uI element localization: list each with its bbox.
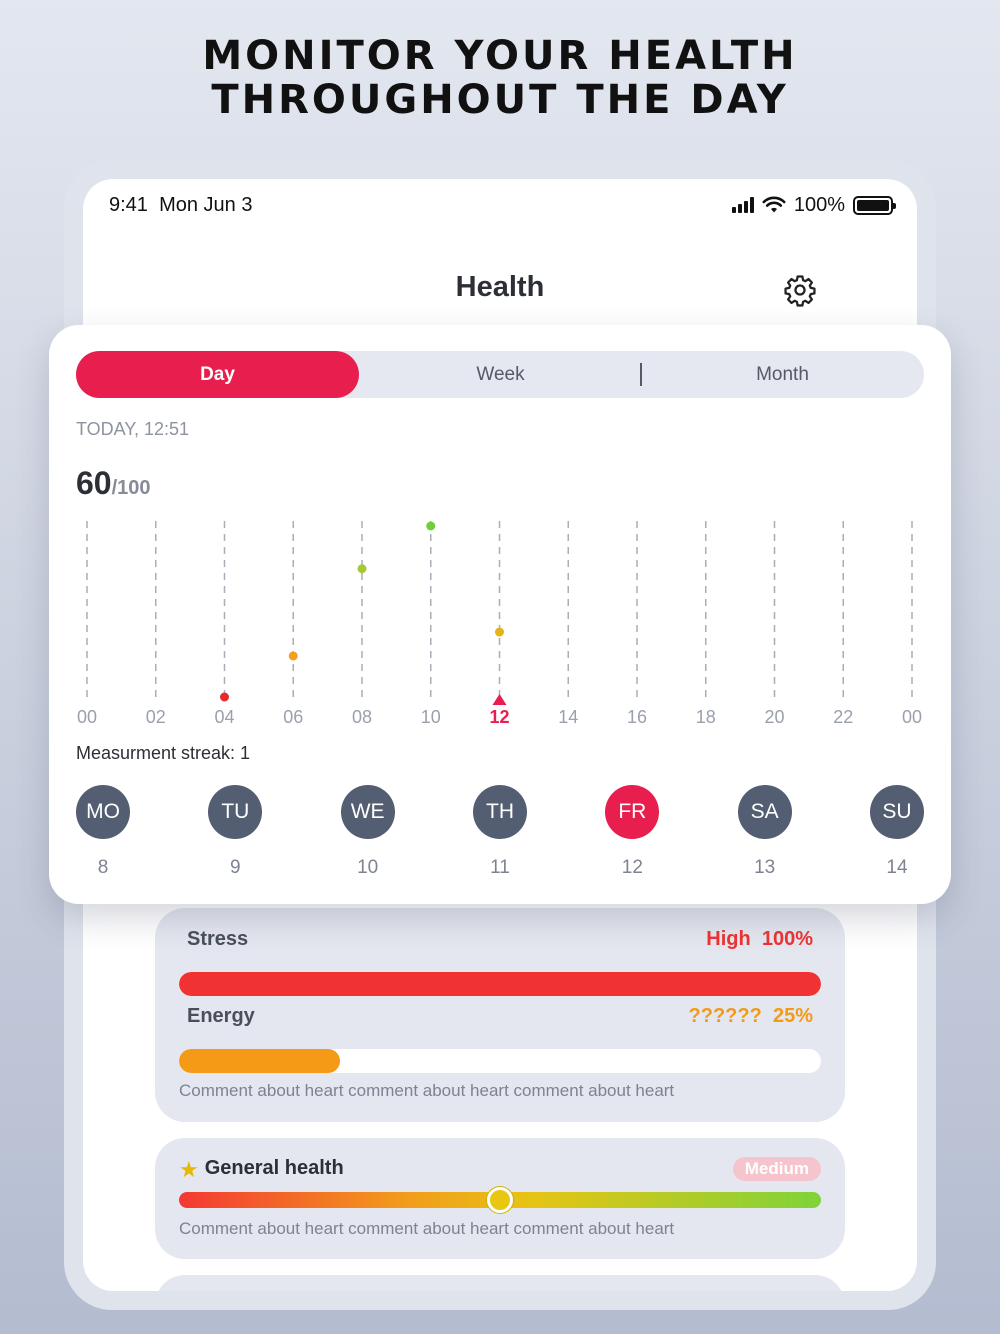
status-indicators: 100%: [731, 193, 896, 217]
wifi-icon: [762, 196, 786, 213]
general-health-label: General health: [204, 1157, 344, 1179]
day-circle[interactable]: SU: [870, 785, 924, 839]
day-number: 14: [886, 857, 908, 878]
general-health-card[interactable]: ★ General health Medium Comment about he…: [155, 1138, 845, 1259]
metrics-list: Stress High 100% Energy ?????? 25% Comme…: [83, 179, 917, 1291]
day-circle[interactable]: MO: [76, 785, 130, 839]
stress-level: High: [706, 928, 751, 950]
selected-time-marker-icon: [492, 694, 507, 705]
energy-bar-fill: [179, 1049, 340, 1073]
battery-percent: 100%: [793, 193, 845, 216]
stress-value: High 100%: [706, 928, 813, 951]
score-value: 60: [76, 465, 112, 501]
cellular-signal-icon: [731, 197, 754, 213]
measurement-streak: Measurment streak: 1: [76, 743, 251, 763]
score-max: /100: [111, 477, 151, 499]
slider-knob: [487, 1187, 513, 1213]
day-circle[interactable]: TU: [208, 785, 263, 839]
day-number: 11: [490, 857, 510, 878]
status-badge: Medium: [732, 1157, 821, 1181]
day-number: 10: [357, 857, 379, 878]
stress-energy-card[interactable]: Stress High 100% Energy ?????? 25% Comme…: [155, 908, 845, 1122]
measurement-timestamp: TODAY, 12:51: [76, 419, 190, 439]
promo-headline-line-2: THROUGHOUT THE DAY: [211, 77, 789, 123]
stress-label: Stress: [187, 928, 249, 950]
day-item-th[interactable]: TH 11: [473, 785, 527, 879]
data-point[interactable]: [220, 692, 229, 702]
x-tick-label: 00: [77, 707, 97, 727]
energy-value: ?????? 25%: [689, 1005, 813, 1028]
day-number: 12: [621, 857, 643, 878]
status-time: 9:41 Mon Jun 3: [109, 194, 252, 217]
x-tick-label: 08: [352, 707, 372, 727]
status-bar: 9:41 Mon Jun 3 100%: [83, 179, 917, 231]
day-circle[interactable]: FR: [605, 785, 660, 839]
week-day-selector: MO 8 TU 9 WE 10 TH 11 FR 12 SA 13 SU 14: [76, 785, 924, 885]
daily-scatter-chart: 00 02 04 06 08 10 12 14 16 18 20 22 00: [77, 521, 922, 727]
promo-headline: MONITOR YOUR HEALTH THROUGHOUT THE DAY: [0, 34, 1000, 122]
tab-week[interactable]: Week: [476, 363, 525, 385]
x-tick-label: 00: [902, 707, 922, 727]
x-tick-label: 14: [558, 707, 578, 727]
x-tick-label: 22: [833, 707, 853, 727]
status-date: Mon Jun 3: [159, 194, 253, 216]
day-item-we[interactable]: WE 10: [340, 785, 395, 879]
tab-divider: [640, 363, 642, 386]
x-tick-label: 04: [214, 707, 234, 727]
data-point[interactable]: [495, 627, 504, 637]
day-number: 9: [230, 857, 241, 878]
tab-month[interactable]: Month: [756, 363, 809, 385]
day-number: 13: [754, 857, 776, 878]
energy-bar: [179, 1049, 821, 1073]
day-circle[interactable]: SA: [737, 785, 792, 839]
energy-percent: 25%: [772, 1005, 813, 1027]
x-tick-label: 16: [627, 707, 647, 727]
period-segmented-control: Day Week Month: [76, 351, 924, 398]
stress-bar-fill: [179, 972, 821, 996]
page-title: Health: [455, 271, 545, 303]
gear-icon[interactable]: [783, 273, 817, 307]
x-tick-label: 06: [283, 707, 303, 727]
energy-level: ??????: [688, 1005, 762, 1027]
x-tick-label: 20: [764, 707, 784, 727]
star-icon: ★: [179, 1157, 199, 1182]
day-number: 8: [97, 857, 109, 878]
stress-comment: Comment about heart comment about heart …: [179, 1081, 675, 1100]
stress-bar: [179, 972, 821, 996]
promo-headline-line-1: MONITOR YOUR HEALTH: [202, 33, 798, 79]
data-point[interactable]: [426, 521, 436, 531]
day-circle[interactable]: WE: [340, 785, 395, 839]
energy-row: Energy ?????? 25%: [187, 1005, 813, 1028]
day-item-mo[interactable]: MO 8: [76, 785, 130, 879]
general-health-row: ★ General health: [179, 1157, 813, 1183]
general-health-slider: [179, 1187, 821, 1213]
day-circle[interactable]: TH: [473, 785, 527, 839]
tab-day[interactable]: Day: [76, 351, 359, 398]
status-clock: 9:41: [109, 194, 148, 216]
general-health-comment: Comment about heart comment about heart …: [179, 1219, 675, 1238]
x-tick-label: 12: [489, 707, 509, 727]
day-item-fr[interactable]: FR 12: [605, 785, 660, 879]
health-score: 60/100: [76, 465, 151, 502]
x-tick-label: 18: [696, 707, 716, 727]
battery-icon: [853, 195, 896, 215]
next-metric-card[interactable]: [155, 1275, 845, 1291]
stress-percent: 100%: [761, 928, 813, 950]
data-point[interactable]: [288, 651, 298, 661]
day-item-su[interactable]: SU 14: [870, 785, 924, 879]
energy-label: Energy: [187, 1005, 255, 1027]
daily-score-card: Day Week Month TODAY, 12:51 60/100 00 02 0…: [49, 325, 951, 904]
x-tick-label: 02: [146, 707, 166, 727]
day-item-tu[interactable]: TU 9: [208, 785, 263, 879]
day-item-sa[interactable]: SA 13: [737, 785, 792, 879]
data-point[interactable]: [357, 564, 367, 574]
stress-row: Stress High 100%: [187, 928, 813, 951]
x-tick-label: 10: [421, 707, 441, 727]
